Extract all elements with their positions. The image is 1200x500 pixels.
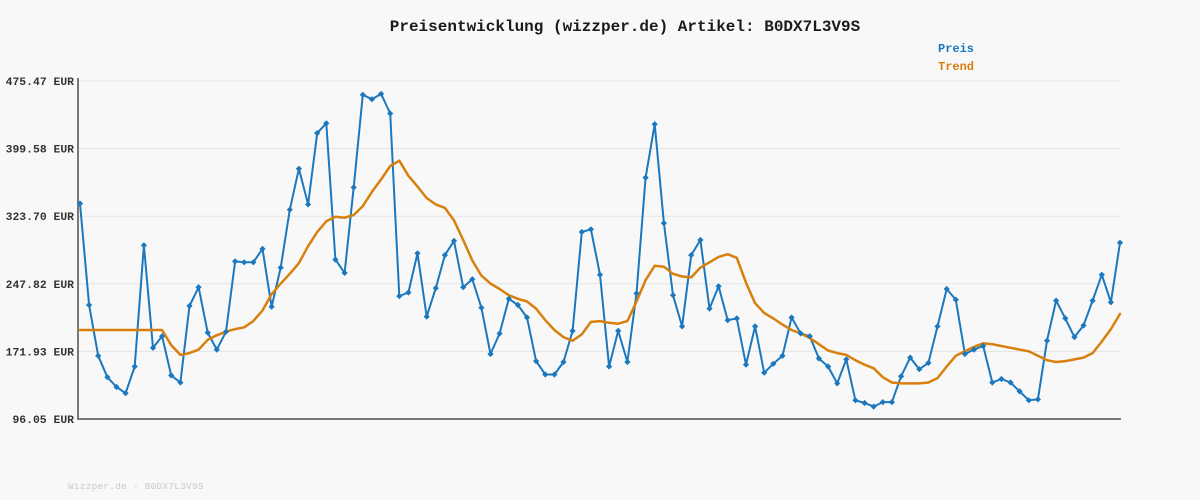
chart-legend: Preis Trend: [938, 40, 974, 76]
watermark-label: Wizzper.de - B0DX7L3V9S: [68, 481, 204, 492]
chart-title: Preisentwicklung (wizzper.de) Artikel: B…: [389, 18, 861, 36]
legend-item-trend: Trend: [938, 60, 975, 74]
trend-line: [78, 159, 1122, 385]
y-axis-tick-label: 171.93 EUR: [6, 347, 75, 359]
price-line: [79, 92, 1121, 408]
y-axis-tick-label: 96.05 EUR: [12, 415, 74, 427]
price-point-markers: [76, 90, 1124, 410]
y-axis-tick-label: 323.70 EUR: [6, 212, 75, 224]
y-axis-tick-label: 475.47 EUR: [6, 77, 75, 89]
y-axis-tick-label: 247.82 EUR: [6, 280, 75, 292]
y-axis-tick-label: 399.58 EUR: [6, 145, 75, 157]
legend-item-preis: Preis: [938, 42, 975, 56]
